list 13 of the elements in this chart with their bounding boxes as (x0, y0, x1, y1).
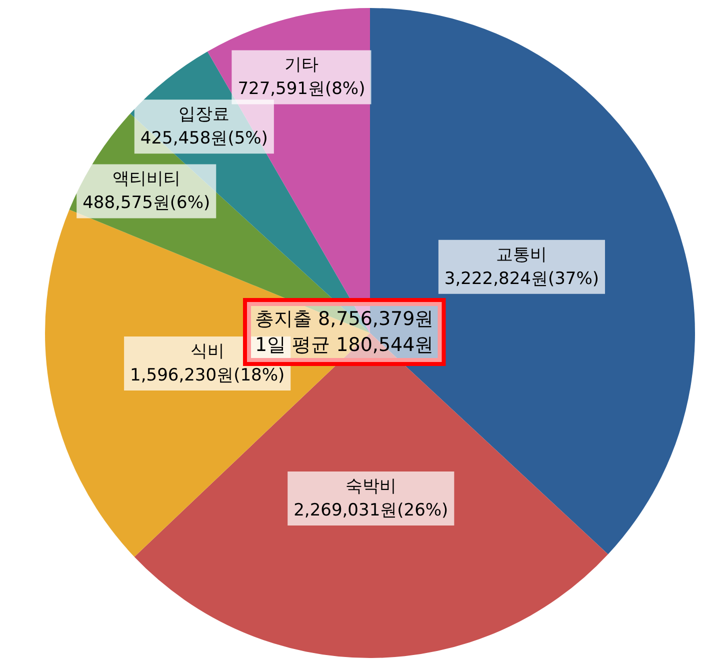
slice-label: 입장료 (178, 104, 230, 125)
text: 총지출 8,756,379원 1일 평균 180,544원 (255, 308, 434, 356)
data-label: 2,269,031원(26%) (294, 500, 448, 520)
data-label: 727,591원(8%) (238, 79, 366, 100)
data-label: 1,596,230원(18%) (130, 365, 285, 386)
slice-label: 숙박비 (345, 476, 396, 496)
slice-label: 기타 (284, 55, 318, 76)
data-label: 425,458원(5%) (140, 128, 268, 149)
data-label: 3,222,824원(37%) (444, 268, 600, 289)
slice-label: 교통비 (496, 244, 548, 265)
slice-label: 액티비티 (112, 169, 180, 190)
data-label: 488,575원(6%) (82, 193, 210, 214)
slice-label: 식비 (190, 341, 224, 362)
